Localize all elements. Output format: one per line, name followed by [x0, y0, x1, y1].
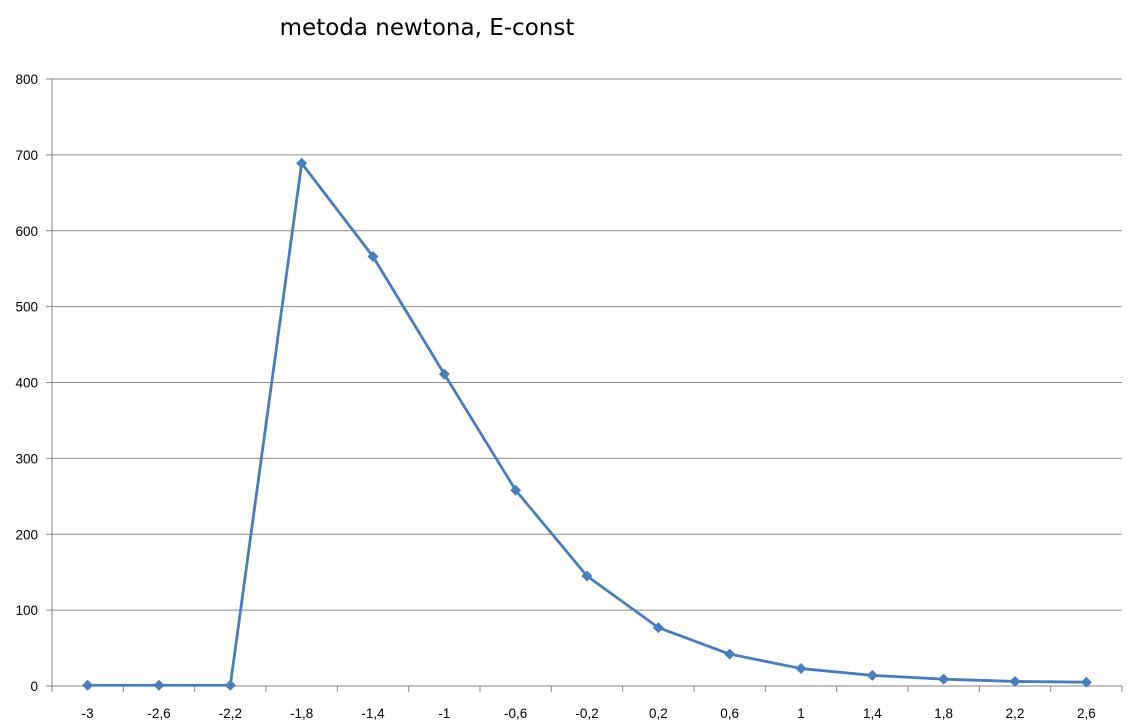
data-point-marker	[224, 679, 236, 691]
y-tick-label: 500	[15, 300, 38, 315]
data-point-marker	[938, 673, 950, 685]
data-point-marker	[296, 157, 308, 169]
data-point-marker	[367, 251, 379, 263]
x-tick-label: 0,2	[649, 706, 668, 721]
data-point-marker	[82, 679, 94, 691]
y-tick-label: 700	[15, 148, 38, 163]
y-tick-label: 100	[15, 603, 38, 618]
y-tick-label: 600	[15, 224, 38, 239]
data-point-marker	[438, 368, 450, 380]
x-tick-label: 1,8	[934, 706, 953, 721]
y-tick-label: 0	[30, 679, 38, 694]
x-tick-label: 2,6	[1077, 706, 1096, 721]
gridlines	[52, 78, 1122, 611]
data-point-marker	[1009, 675, 1021, 687]
data-point-marker	[652, 622, 664, 634]
y-tick-label: 400	[15, 376, 38, 391]
data-point-marker	[795, 663, 807, 675]
x-tick-label: 0,6	[720, 706, 739, 721]
data-point-marker	[153, 679, 165, 691]
data-point-marker	[510, 484, 522, 496]
chart-title: metoda newtona, E-const	[280, 15, 575, 41]
series-line	[87, 161, 1087, 687]
x-tick-label: -3	[82, 706, 94, 721]
x-tick-label: -0,6	[504, 706, 527, 721]
data-point-marker	[581, 570, 593, 582]
x-tick-labels: -3 -2,6 -2,2 -1,8 -1,4 -1 -0,6 -0,2 0,2 0,6 1 1,4 1,…	[82, 706, 1096, 721]
x-tick-label: -1,4	[361, 706, 385, 721]
y-tick-label: 300	[15, 451, 38, 466]
x-tick-label: 1,4	[863, 706, 882, 721]
y-tick-label: 800	[15, 72, 38, 87]
x-tick-label: -1	[438, 706, 450, 721]
data-point-marker	[866, 669, 878, 681]
x-tick-label: -0,2	[575, 706, 598, 721]
axes	[46, 78, 1123, 692]
x-tick-label: 2,2	[1006, 706, 1025, 721]
data-point-marker	[724, 648, 736, 660]
x-tick-label: 1	[797, 706, 805, 721]
x-tick-label: -1,8	[290, 706, 313, 721]
series-layer	[82, 157, 1092, 691]
y-tick-label: 200	[15, 527, 38, 542]
x-tick-label: -2,6	[147, 706, 170, 721]
y-tick-labels: 0 100 200 300 400 500 600 700 800	[15, 72, 38, 694]
x-tick-label: -2,2	[219, 706, 242, 721]
data-point-marker	[1080, 676, 1092, 688]
